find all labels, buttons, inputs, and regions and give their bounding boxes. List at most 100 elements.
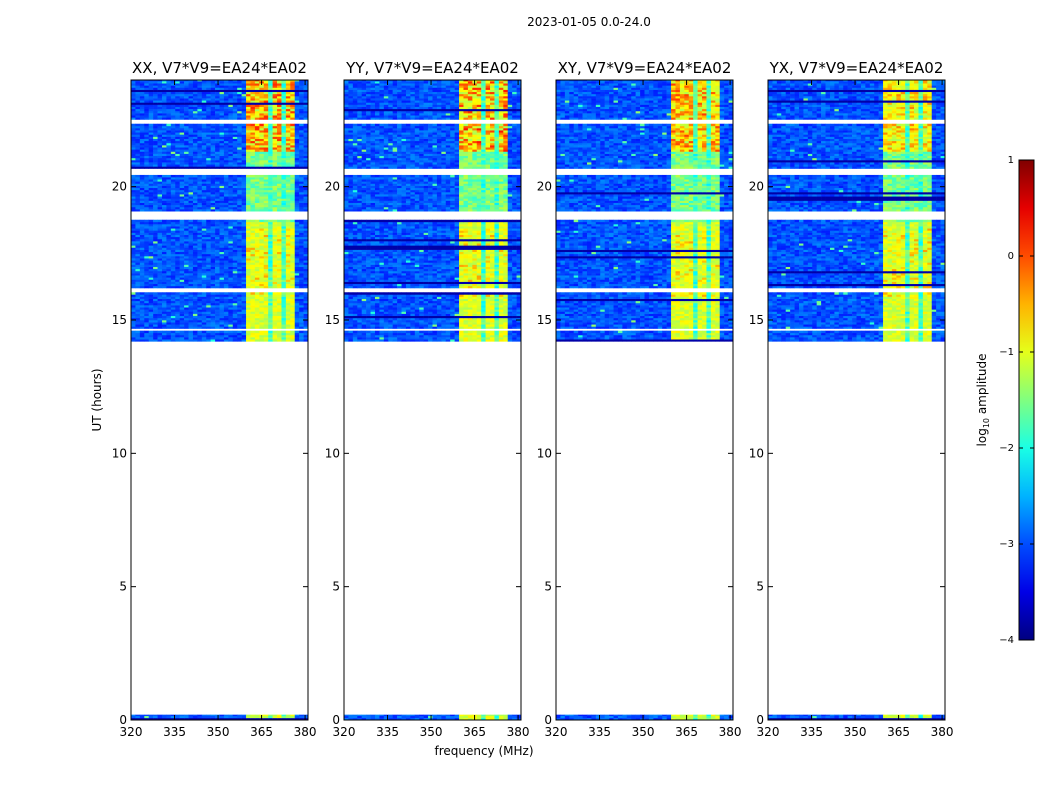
heatmap-cell [210,130,216,133]
heatmap-cell [188,102,194,105]
heatmap-cell [428,330,433,334]
heatmap-cell [263,206,269,210]
heatmap-cell [285,330,291,334]
heatmap-cell [228,147,234,150]
heatmap-cell [259,253,265,257]
heatmap-cell [250,136,256,139]
heatmap-cell [423,717,429,721]
heatmap-cell [228,232,234,235]
heatmap-cell [206,91,211,95]
heatmap-cell [241,273,247,276]
heatmap-cell [206,307,211,310]
heatmap-cell [139,253,145,257]
heatmap-cell [144,98,149,101]
heatmap-cell [139,187,145,191]
heatmap-cell [161,300,167,304]
heatmap-cell [148,123,154,127]
heatmap-cell [157,309,163,312]
heatmap-cell [219,302,225,306]
heatmap-cell [170,251,176,255]
heatmap-cell [281,91,287,95]
heatmap-cell [184,320,189,323]
heatmap-cell [157,315,163,319]
heatmap-cell [201,241,207,244]
heatmap-cell [166,204,172,208]
heatmap-cell [250,179,256,182]
heatmap-cell [179,157,185,161]
heatmap-cell [263,296,269,299]
heatmap-cell [414,324,420,327]
heatmap-cell [184,251,189,255]
heatmap-cell [254,200,260,203]
heatmap-cell [272,202,278,206]
heatmap-cell [277,125,282,129]
heatmap-cell [250,273,256,276]
heatmap-cell [481,324,486,327]
heatmap-cell [277,315,282,319]
heatmap-cell [170,339,176,342]
heatmap-cell [210,228,216,231]
heatmap-cell [131,194,136,197]
heatmap-cell [294,247,300,250]
heatmap-cell [246,717,251,721]
heatmap-cell [228,157,234,161]
heatmap-cell [184,243,189,246]
heatmap-cell [290,307,296,310]
heatmap-cell [206,334,211,338]
heatmap-cell [299,162,304,165]
heatmap-cell [210,238,216,242]
heatmap-cell [272,298,278,302]
heatmap-cell [153,181,158,184]
heatmap-cell [219,326,225,329]
heatmap-cell [166,313,172,317]
heatmap-cell [237,206,242,210]
heatmap-cell [215,187,220,191]
heatmap-cell [401,715,407,719]
heatmap-cell [241,187,247,191]
heatmap-cell [166,100,172,103]
heatmap-cell [139,89,145,93]
heatmap-cell [179,134,185,137]
heatmap-cell [223,93,229,97]
heatmap-cell [157,181,163,184]
heatmap-cell [294,98,300,101]
heatmap-cell [197,275,203,278]
heatmap-cell [153,87,158,90]
heatmap-cell [232,260,238,263]
heatmap-cell [144,302,149,306]
heatmap-cell [246,320,251,323]
heatmap-cell [263,320,269,323]
heatmap-cell [215,87,220,90]
heatmap-cell [135,238,141,242]
heatmap-cell [228,292,234,295]
heatmap-cell [210,326,216,329]
heatmap-cell [436,337,442,340]
heatmap-cell [290,128,296,131]
heatmap-cell [148,283,154,287]
heatmap-cell [294,153,300,157]
heatmap-cell [188,330,194,334]
heatmap-cell [281,196,287,199]
heatmap-cell [192,91,198,95]
heatmap-cell [232,113,238,116]
heatmap-cell [277,245,282,248]
heatmap-cell [294,324,300,327]
heatmap-cell [357,337,362,340]
heatmap-cell [299,181,304,184]
heatmap-cell [450,326,455,329]
heatmap-cell [277,85,282,88]
heatmap-cell [414,339,420,342]
heatmap-cell [272,198,278,201]
heatmap-cell [268,162,273,165]
heatmap-cell [170,106,176,110]
heatmap-cell [285,315,291,319]
heatmap-cell [210,198,216,201]
heatmap-cell [170,132,176,135]
heatmap-cell [254,145,260,148]
heatmap-cell [210,281,216,285]
heatmap-cell [170,200,176,203]
heatmap-cell [250,326,256,329]
heatmap-cell [131,136,136,139]
heatmap-cell [153,230,158,233]
heatmap-cell [179,717,185,721]
